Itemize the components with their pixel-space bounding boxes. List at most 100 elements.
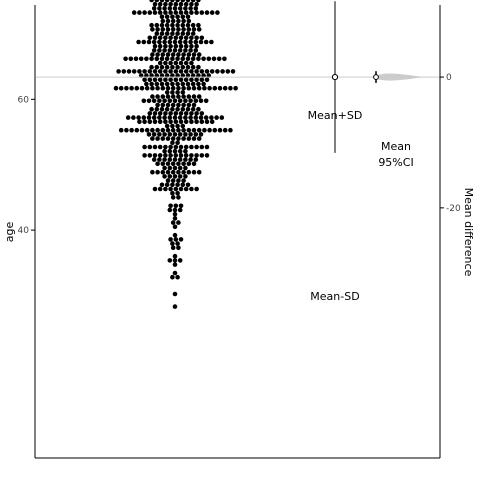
ci-label: 95%CI <box>378 156 413 169</box>
data-point <box>141 98 147 104</box>
data-point <box>160 102 166 108</box>
data-point <box>163 153 168 158</box>
data-point <box>180 123 186 129</box>
data-point <box>178 203 184 209</box>
data-point <box>159 81 165 87</box>
data-point <box>176 136 181 141</box>
data-point <box>198 39 204 45</box>
data-point <box>165 136 171 141</box>
data-point <box>178 1 184 7</box>
data-point <box>183 148 188 154</box>
data-point <box>177 48 183 53</box>
data-point <box>199 77 205 83</box>
data-point <box>154 56 160 62</box>
data-point <box>183 115 188 120</box>
data-point <box>137 69 142 74</box>
data-point <box>165 94 171 99</box>
data-point <box>199 153 205 158</box>
data-point <box>212 127 218 133</box>
data-point <box>212 85 218 91</box>
data-point <box>128 56 134 62</box>
y2-axis-title: Mean difference <box>462 188 475 277</box>
data-point <box>159 106 165 112</box>
data-point <box>172 211 178 217</box>
data-point <box>167 132 173 137</box>
data-point <box>173 237 179 242</box>
data-point <box>190 56 196 62</box>
data-point <box>194 111 199 116</box>
data-point <box>129 85 134 91</box>
data-point <box>180 64 186 70</box>
data-point <box>170 182 175 188</box>
data-point <box>129 127 134 133</box>
data-point <box>175 90 180 95</box>
data-point <box>191 27 197 32</box>
data-point <box>168 10 173 15</box>
data-point <box>189 10 194 15</box>
data-point <box>151 115 157 120</box>
data-point <box>190 31 196 36</box>
data-point <box>176 195 181 200</box>
data-point <box>160 94 166 99</box>
data-point <box>181 161 186 167</box>
data-point <box>157 115 162 120</box>
data-point <box>176 18 181 24</box>
data-point <box>152 43 158 49</box>
data-point <box>164 106 170 112</box>
data-point <box>191 169 197 175</box>
data-point <box>188 48 193 53</box>
data-point <box>170 90 175 95</box>
data-point <box>211 56 217 62</box>
data-point <box>164 81 170 87</box>
data-point <box>188 132 193 137</box>
data-point <box>204 10 210 15</box>
data-point <box>168 153 173 158</box>
data-point <box>185 56 191 62</box>
data-point <box>183 6 188 11</box>
data-point <box>162 6 167 11</box>
data-point <box>176 94 181 99</box>
data-point <box>201 81 206 87</box>
data-point <box>196 52 202 57</box>
data-point <box>164 0 170 3</box>
data-point <box>172 262 178 267</box>
data-point <box>149 81 154 87</box>
data-point <box>188 39 193 45</box>
data-point <box>201 56 206 62</box>
data-point <box>204 119 210 125</box>
data-point <box>233 85 238 91</box>
data-point <box>170 123 175 129</box>
data-point <box>168 35 173 41</box>
data-point <box>155 52 160 57</box>
data-point <box>121 69 127 74</box>
data-point <box>228 85 233 91</box>
data-point <box>170 64 175 70</box>
data-point <box>183 69 189 74</box>
data-point <box>150 52 155 57</box>
data-point <box>177 157 183 162</box>
data-point <box>178 153 184 158</box>
data-point <box>178 119 184 125</box>
data-point <box>142 153 147 158</box>
data-point <box>176 161 181 167</box>
data-point <box>191 127 197 133</box>
swarm-points <box>113 0 238 309</box>
data-point <box>159 64 165 70</box>
data-point <box>190 106 196 112</box>
data-point <box>152 35 158 41</box>
data-point <box>163 10 168 15</box>
data-point <box>116 69 121 74</box>
data-point <box>165 52 171 57</box>
data-point <box>151 157 157 162</box>
data-point <box>155 94 160 99</box>
data-point <box>183 119 189 125</box>
data-point <box>191 94 197 99</box>
data-point <box>178 69 184 74</box>
data-point <box>157 10 163 15</box>
data-point <box>189 60 194 66</box>
data-point <box>183 48 188 53</box>
data-point <box>167 115 173 120</box>
data-point <box>162 148 167 154</box>
data-point <box>183 60 189 66</box>
